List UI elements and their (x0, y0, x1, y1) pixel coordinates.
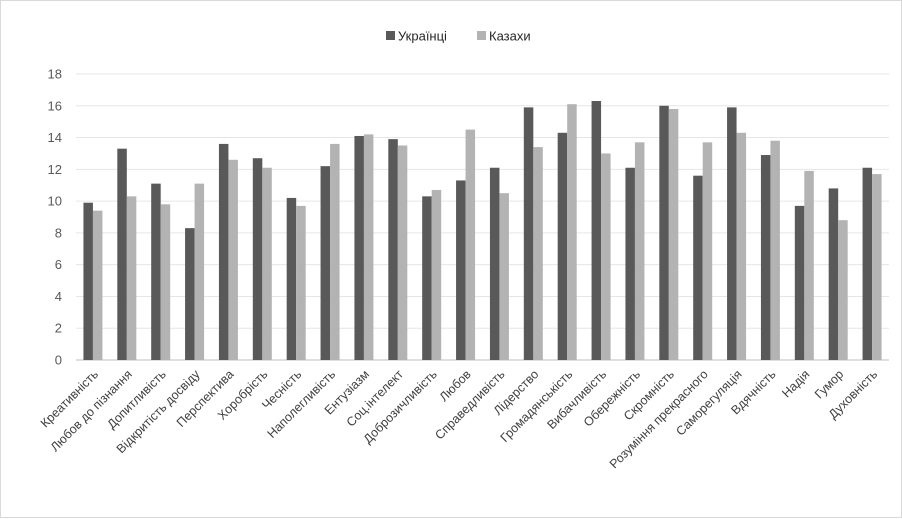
y-tick-label: 8 (55, 225, 62, 240)
bar-ukrainians (625, 167, 635, 360)
bar-kazakhs (330, 143, 340, 360)
bar-ukrainians (760, 155, 771, 360)
bar-kazakhs (668, 108, 679, 360)
bar-ukrainians (862, 167, 873, 360)
bar-ukrainians (354, 135, 364, 360)
bar-kazakhs (92, 210, 103, 360)
x-tick-label: Надія (779, 367, 812, 400)
bar-ukrainians (320, 166, 331, 360)
bar-kazakhs (601, 153, 611, 360)
bar-ukrainians (83, 202, 93, 360)
bar-kazakhs (194, 183, 205, 360)
bar-ukrainians (388, 139, 398, 360)
y-tick-label: 10 (48, 194, 62, 209)
bar-ukrainians (693, 175, 703, 360)
bar-kazakhs (838, 220, 848, 360)
legend-swatch (477, 31, 486, 40)
y-tick-label: 12 (48, 162, 62, 177)
bar-kazakhs (228, 159, 238, 360)
bar-ukrainians (456, 180, 466, 360)
bar-kazakhs (634, 142, 645, 360)
y-tick-label: 16 (48, 98, 62, 113)
bar-kazakhs (465, 129, 476, 360)
y-tick-label: 2 (55, 321, 62, 336)
bar-ukrainians (659, 105, 669, 361)
bar-kazakhs (397, 145, 408, 360)
bar-kazakhs (296, 205, 306, 360)
bar-kazakhs (872, 174, 882, 360)
bar-kazakhs (804, 170, 814, 360)
bar-ukrainians (117, 148, 127, 360)
y-tick-label: 6 (55, 257, 62, 272)
y-tick-label: 14 (48, 130, 62, 145)
bar-ukrainians (252, 158, 263, 360)
bar-ukrainians (489, 167, 500, 360)
legend-label: Українці (398, 29, 447, 44)
bar-kazakhs (126, 196, 137, 360)
y-axis-ticks: 0 2 4 6 8 10 12 14 16 18 (48, 67, 62, 368)
bar-ukrainians (557, 132, 568, 360)
gridlines (76, 73, 889, 361)
bar-kazakhs (736, 132, 747, 360)
bar-kazakhs (770, 140, 780, 360)
bar-kazakhs (567, 104, 577, 360)
legend: Українці Казахи (386, 29, 531, 44)
bar-ukrainians (218, 143, 229, 360)
bar-kazakhs (160, 204, 171, 360)
bar-kazakhs (533, 147, 543, 360)
bar-ukrainians (151, 183, 161, 360)
bar-ukrainians (794, 205, 805, 360)
y-tick-label: 0 (55, 353, 62, 368)
bar-kazakhs (499, 193, 509, 360)
bar-ukrainians (828, 188, 839, 360)
legend-label: Казахи (489, 29, 531, 44)
bar-ukrainians (523, 107, 534, 360)
y-tick-label: 4 (55, 289, 62, 304)
y-tick-label: 18 (48, 67, 62, 82)
bar-kazakhs (431, 189, 442, 360)
bars (83, 101, 882, 361)
bar-ukrainians (185, 228, 195, 360)
bar-ukrainians (422, 196, 432, 360)
legend-swatch (386, 31, 395, 40)
bar-kazakhs (262, 167, 272, 360)
bar-kazakhs (363, 134, 374, 360)
bar-ukrainians (591, 101, 602, 360)
bar-ukrainians (727, 107, 737, 360)
bar-ukrainians (286, 197, 297, 360)
x-tick-label: Креативність (38, 367, 101, 430)
bar-kazakhs (702, 142, 713, 360)
